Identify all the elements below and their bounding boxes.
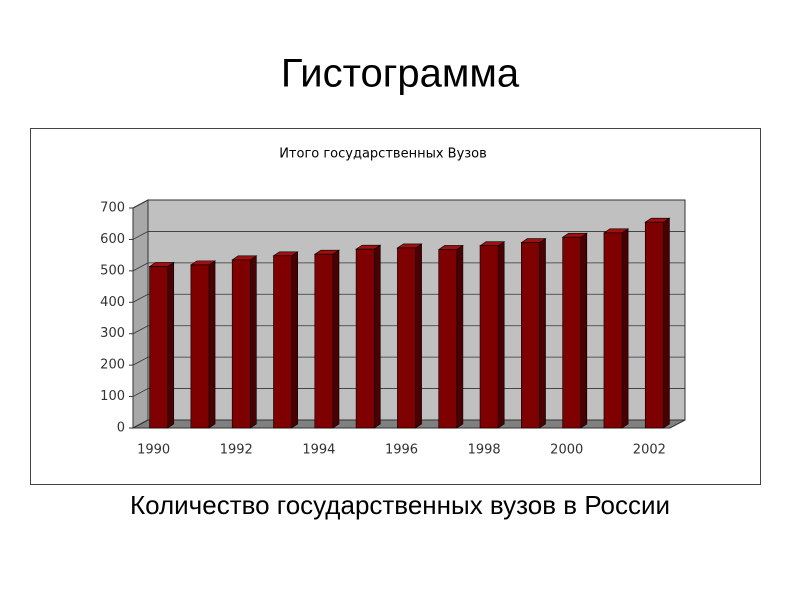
- bar-side: [291, 251, 298, 429]
- bar: [273, 255, 292, 429]
- x-tick-label: 1998: [468, 443, 501, 458]
- x-tick-label: 1996: [385, 443, 418, 458]
- bar: [521, 242, 540, 429]
- side-wall: [132, 199, 149, 429]
- bar: [190, 264, 210, 429]
- bar: [479, 245, 499, 429]
- y-tick-label: 100: [100, 389, 125, 404]
- grid-line: [132, 419, 685, 429]
- bar-side: [621, 228, 629, 429]
- x-tick-label: 1994: [302, 443, 335, 458]
- bar-side: [332, 249, 340, 429]
- bar-side: [456, 244, 464, 429]
- bar: [397, 247, 416, 429]
- bar-side: [580, 232, 588, 429]
- y-tick-label: 300: [100, 326, 125, 341]
- y-tick-label: 200: [100, 358, 125, 373]
- y-tick-label: 0: [117, 421, 125, 436]
- y-tick-label: 500: [100, 263, 125, 278]
- slide-title: Гистограмма: [281, 52, 520, 96]
- x-tick-label: 2002: [633, 443, 666, 458]
- bar: [231, 259, 251, 429]
- x-tick-label: 2000: [550, 443, 583, 458]
- bar-side: [208, 260, 216, 429]
- y-tick-label: 600: [100, 232, 125, 247]
- grid-line: [132, 199, 685, 209]
- bar-side: [250, 255, 257, 429]
- bar-side: [415, 243, 422, 429]
- bar: [314, 253, 334, 429]
- slide-caption: Количество государственных вузов в Росси…: [130, 490, 670, 520]
- grid-line: [132, 293, 685, 303]
- grid-line: [132, 231, 685, 240]
- plot: 0 100 200 300 400 500 600 700 1990 1992 1994 1996 19…: [100, 199, 686, 458]
- grid-line: [132, 262, 685, 272]
- grid-line: [132, 388, 685, 397]
- bar: [603, 232, 623, 429]
- bar: [644, 221, 664, 429]
- grid-line: [132, 356, 685, 366]
- bar-side: [167, 261, 175, 429]
- bar-side: [663, 217, 670, 429]
- bar: [355, 248, 375, 429]
- x-tick-label: 1990: [137, 443, 170, 458]
- y-tick-label: 700: [100, 201, 125, 216]
- grid-line: [132, 325, 685, 335]
- x-tick-label: 1992: [220, 443, 253, 458]
- bar: [438, 249, 458, 429]
- bar-side: [497, 241, 505, 429]
- bar: [562, 236, 582, 429]
- bar-side: [373, 244, 381, 429]
- bar-side: [539, 238, 546, 429]
- bar: [149, 266, 169, 429]
- y-tick-label: 400: [100, 295, 125, 310]
- chart-title: Итого государственных Вузов: [279, 147, 487, 162]
